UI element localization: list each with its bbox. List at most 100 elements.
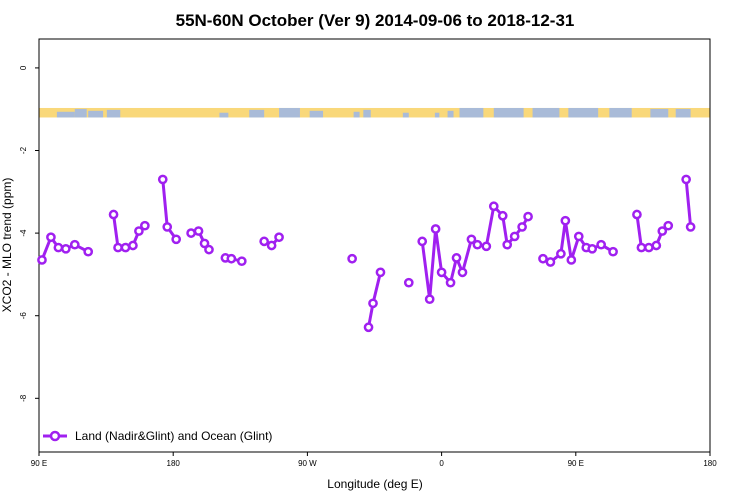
- data-point: [636, 242, 647, 253]
- land-patch: [493, 107, 524, 118]
- legend-marker: [49, 430, 61, 442]
- data-point: [134, 226, 144, 236]
- y-tick-label: -4: [19, 229, 28, 237]
- land-patch: [402, 112, 409, 118]
- legend-label: Land (Nadir&Glint) and Ocean (Glint): [75, 429, 272, 443]
- data-point: [497, 210, 508, 221]
- data-point: [424, 294, 435, 305]
- data-point: [457, 267, 468, 278]
- land-patch: [675, 108, 691, 118]
- series-line: [542, 219, 614, 264]
- data-point: [644, 242, 654, 253]
- data-point: [556, 248, 566, 259]
- land-patch: [568, 107, 599, 118]
- data-point: [83, 246, 94, 257]
- land-patch: [650, 108, 669, 118]
- data-point: [560, 215, 571, 226]
- data-point: [681, 174, 691, 185]
- data-point: [226, 253, 237, 264]
- y-tick-label: -2: [19, 146, 28, 154]
- data-point: [259, 236, 270, 247]
- y-tick-label: 0: [19, 65, 28, 70]
- data-point: [451, 253, 462, 263]
- land-patch: [219, 112, 229, 118]
- data-point: [113, 242, 123, 253]
- data-point: [430, 224, 441, 234]
- data-point: [60, 243, 71, 254]
- data-point: [517, 222, 527, 232]
- land-patch: [353, 111, 360, 118]
- data-point: [162, 222, 173, 232]
- data-point: [193, 226, 204, 236]
- y-axis-label: XCO2 - MLO trend (ppm): [0, 178, 14, 313]
- land-patch: [279, 107, 300, 118]
- data-point: [53, 242, 64, 253]
- land-patch: [74, 108, 87, 118]
- data-point: [37, 255, 47, 265]
- land-patch: [609, 107, 632, 118]
- data-point: [538, 253, 548, 264]
- data-point: [657, 226, 668, 236]
- data-point: [171, 234, 182, 245]
- data-point: [157, 174, 168, 185]
- x-axis-ticks: 90 E 180 90 W 0 90 E 180: [31, 452, 717, 468]
- data-point: [509, 231, 520, 242]
- land-patch: [532, 107, 560, 118]
- series-line: [420, 204, 530, 301]
- land-ocean-strip: [39, 107, 710, 118]
- land-patch: [363, 109, 371, 118]
- x-tick-label: 90 W: [298, 459, 317, 468]
- data-point: [199, 238, 210, 249]
- data-point: [523, 211, 533, 222]
- series-line: [684, 179, 693, 228]
- data-point: [266, 240, 277, 251]
- data-point: [587, 243, 598, 254]
- data-point: [140, 220, 150, 231]
- y-tick-label: -6: [19, 312, 28, 320]
- data-point: [69, 239, 80, 250]
- land-patch: [249, 109, 265, 118]
- data-point: [445, 277, 456, 288]
- x-axis-label: Longitude (deg E): [327, 477, 422, 491]
- data-point: [596, 239, 606, 250]
- data-point: [566, 255, 577, 265]
- data-point: [545, 257, 556, 267]
- chart-title: 55N-60N October (Ver 9) 2014-09-06 to 20…: [176, 11, 575, 30]
- plot-frame: [38, 38, 711, 453]
- x-tick-label: 90 E: [568, 459, 584, 468]
- land-patch: [309, 110, 324, 118]
- y-axis-ticks: 0 -2 -4 -6 -8: [19, 65, 39, 402]
- land-patch: [459, 107, 484, 118]
- land-patch: [88, 110, 104, 118]
- data-point: [363, 322, 374, 333]
- data-point: [573, 231, 584, 242]
- y-tick-label: -8: [19, 394, 28, 402]
- data-point: [436, 267, 447, 278]
- data-point: [651, 240, 662, 251]
- data-point: [108, 209, 119, 220]
- data-point: [481, 241, 492, 252]
- data-point: [608, 246, 618, 257]
- x-tick-label: 180: [703, 459, 717, 468]
- land-patch: [106, 109, 121, 118]
- land-patch: [434, 112, 440, 118]
- data-point: [236, 256, 247, 267]
- x-tick-label: 180: [167, 459, 181, 468]
- data-point: [46, 232, 56, 243]
- data-point: [632, 209, 642, 220]
- data-point: [685, 222, 696, 232]
- data-point: [466, 234, 477, 245]
- data-point: [502, 239, 513, 250]
- series-points: [37, 174, 696, 333]
- data-point: [403, 277, 414, 288]
- land-patch: [447, 110, 454, 118]
- data-point: [204, 244, 214, 255]
- data-point: [347, 253, 357, 264]
- data-point: [472, 239, 483, 250]
- x-tick-label: 0: [439, 459, 444, 468]
- data-point: [120, 242, 131, 253]
- data-point: [488, 201, 499, 212]
- data-point: [663, 220, 674, 231]
- data-point: [417, 236, 428, 247]
